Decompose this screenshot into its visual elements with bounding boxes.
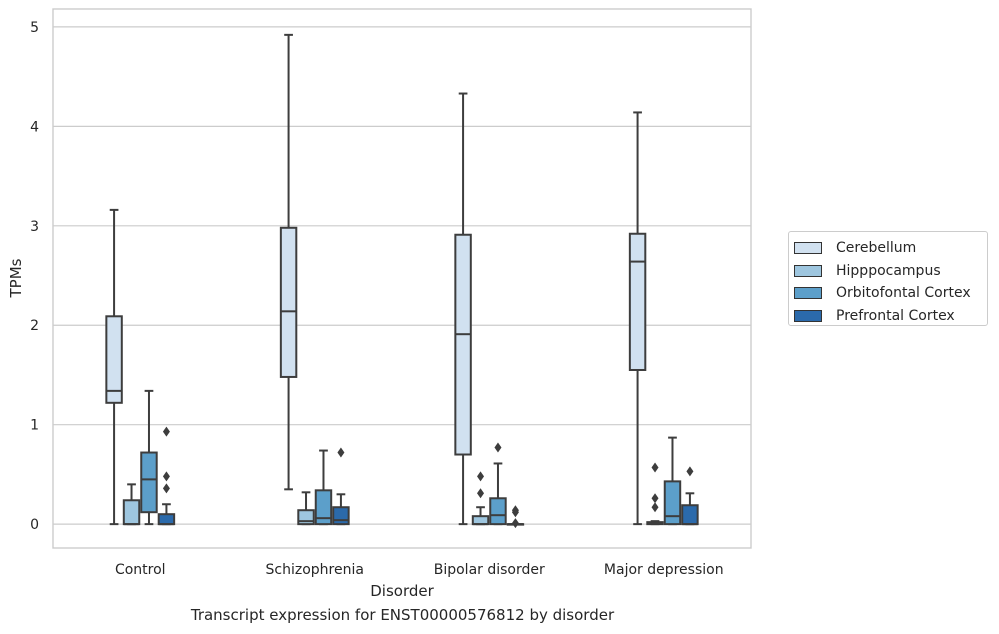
box-group <box>105 208 123 526</box>
x-axis-label: Disorder <box>370 582 434 600</box>
outlier-point <box>162 426 170 437</box>
legend-item-prefrontal-cortex: Prefrontal Cortex <box>794 305 987 328</box>
box-group <box>332 447 350 526</box>
box <box>279 226 298 378</box>
outlier-point <box>511 505 519 516</box>
outlier-point <box>162 471 170 482</box>
box <box>314 489 333 526</box>
box <box>663 480 682 526</box>
outlier-point <box>511 518 519 529</box>
legend-label: Orbitofontal Cortex <box>836 285 971 302</box>
outlier-point <box>686 466 694 477</box>
box <box>140 451 158 514</box>
outlier-point <box>477 488 485 499</box>
box <box>157 513 176 526</box>
box-group <box>122 483 141 526</box>
x-tick-label: Control <box>115 562 166 578</box>
box-group <box>489 442 507 526</box>
box-group <box>314 449 333 526</box>
outlier-point <box>494 442 502 453</box>
box <box>628 232 647 371</box>
x-tick-label: Bipolar disorder <box>434 562 545 578</box>
box <box>454 233 472 456</box>
y-tick-label: 1 <box>30 418 39 434</box>
x-tick-label: Schizophrenia <box>266 562 364 578</box>
box-group <box>646 462 664 526</box>
outlier-point <box>651 493 659 504</box>
y-tick-label: 3 <box>30 219 39 235</box>
box-group <box>471 471 490 526</box>
legend: Cerebellum Hipppocampus Orbitofontal Cor… <box>788 231 988 326</box>
axes: 0 1 2 3 4 5 Control Schizophrenia Bipolar disord… <box>30 8 752 578</box>
outlier-point <box>337 447 345 458</box>
box-group <box>454 92 472 526</box>
legend-label: Cerebellum <box>836 240 917 257</box>
box <box>471 515 490 526</box>
legend-item-cerebellum: Cerebellum <box>794 237 987 260</box>
y-axis-label: TPMs <box>7 258 25 298</box>
legend-swatch <box>794 242 822 255</box>
box <box>681 504 699 526</box>
box-group <box>681 466 699 526</box>
y-tick-label: 0 <box>30 517 39 533</box>
y-tick-label: 4 <box>30 119 39 135</box>
box-group <box>628 111 647 526</box>
outlier-point <box>651 502 659 513</box>
outlier-point <box>651 462 659 473</box>
plot-frame <box>52 8 752 549</box>
outlier-point <box>477 471 485 482</box>
box <box>105 315 123 404</box>
box-group <box>140 389 158 526</box>
legend-label: Hipppocampus <box>836 262 941 279</box>
box-group <box>157 426 176 526</box>
box-group <box>663 436 682 526</box>
x-tick-label: Major depression <box>604 562 724 578</box>
box-group <box>506 505 525 529</box>
y-tick-label: 5 <box>30 20 39 36</box>
box <box>332 506 350 526</box>
legend-item-orbitofrontal-cortex: Orbitofontal Cortex <box>794 282 987 305</box>
box-group <box>297 491 315 526</box>
chart-title: Transcript expression for ENST0000057681… <box>190 606 615 624</box>
y-tick-label: 2 <box>30 318 39 334</box>
box <box>489 497 507 526</box>
legend-swatch <box>794 264 822 277</box>
legend-swatch <box>794 309 822 322</box>
box <box>122 499 141 526</box>
outlier-point <box>162 483 170 494</box>
legend-label: Prefrontal Cortex <box>836 307 955 324</box>
grid-lines <box>53 26 751 525</box>
box-group <box>279 33 298 491</box>
boxes <box>105 33 699 529</box>
legend-item-hippocampus: Hipppocampus <box>794 260 987 283</box>
legend-swatch <box>794 287 822 300</box>
